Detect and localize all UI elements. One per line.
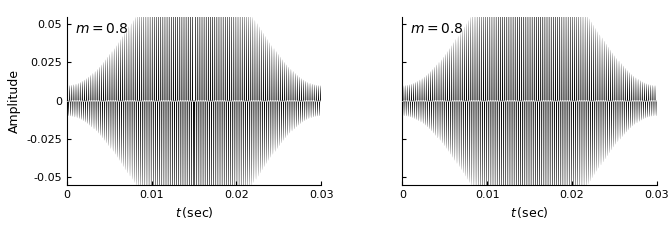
X-axis label: $t\,$(sec): $t\,$(sec) bbox=[175, 205, 214, 220]
Y-axis label: Amplitude: Amplitude bbox=[8, 69, 21, 133]
Text: $m = 0.8$: $m = 0.8$ bbox=[74, 22, 128, 36]
Text: $m = 0.8$: $m = 0.8$ bbox=[410, 22, 464, 36]
X-axis label: $t\,$(sec): $t\,$(sec) bbox=[510, 205, 549, 220]
